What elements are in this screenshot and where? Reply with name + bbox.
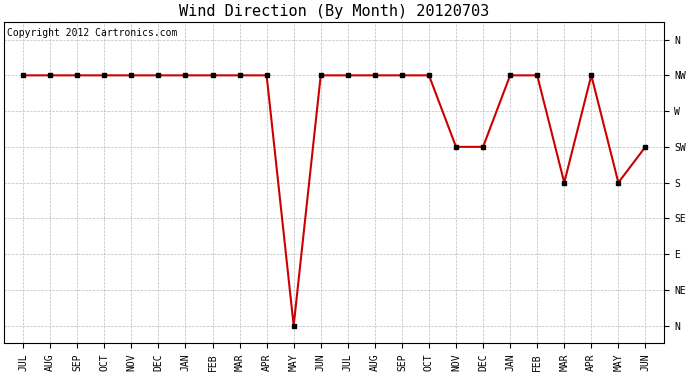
- Text: Copyright 2012 Cartronics.com: Copyright 2012 Cartronics.com: [8, 28, 178, 38]
- Title: Wind Direction (By Month) 20120703: Wind Direction (By Month) 20120703: [179, 4, 489, 19]
